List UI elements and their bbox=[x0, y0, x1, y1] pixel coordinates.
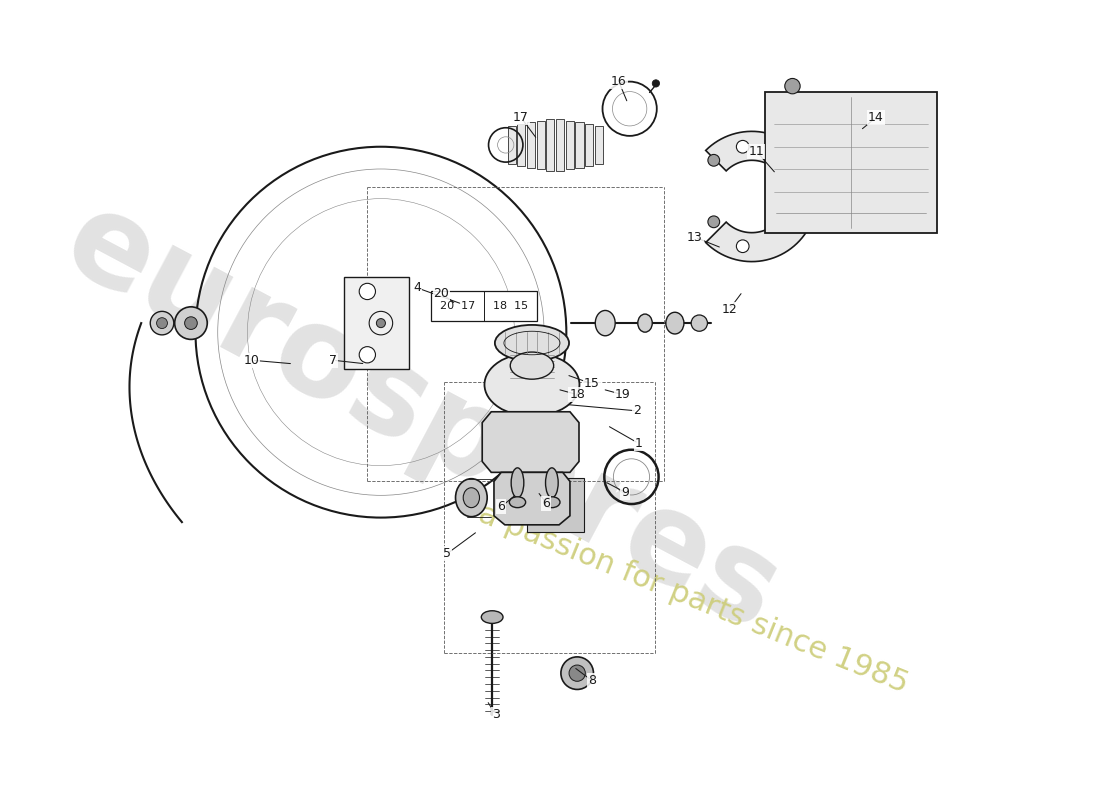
Text: 15: 15 bbox=[584, 378, 600, 390]
Circle shape bbox=[736, 240, 749, 253]
Ellipse shape bbox=[546, 468, 558, 498]
Text: 4: 4 bbox=[414, 282, 421, 294]
Text: 5: 5 bbox=[443, 547, 451, 560]
Bar bbox=[507, 126, 516, 164]
Text: 19: 19 bbox=[615, 388, 630, 401]
Circle shape bbox=[175, 307, 207, 339]
Circle shape bbox=[569, 665, 585, 682]
Circle shape bbox=[736, 141, 749, 153]
Circle shape bbox=[691, 315, 707, 331]
Circle shape bbox=[652, 80, 660, 87]
Ellipse shape bbox=[595, 310, 615, 336]
Text: 9: 9 bbox=[621, 486, 629, 498]
Bar bbox=[547, 118, 554, 171]
Text: 6: 6 bbox=[542, 497, 550, 510]
Text: 14: 14 bbox=[868, 111, 883, 124]
Text: 20: 20 bbox=[433, 286, 450, 300]
Bar bbox=[527, 478, 583, 532]
Text: 8: 8 bbox=[587, 674, 596, 687]
Circle shape bbox=[561, 657, 594, 690]
Polygon shape bbox=[706, 131, 817, 262]
Bar bbox=[556, 118, 564, 171]
Text: 1: 1 bbox=[635, 437, 642, 450]
Ellipse shape bbox=[482, 610, 503, 623]
Text: 3: 3 bbox=[492, 708, 499, 722]
Circle shape bbox=[360, 346, 375, 363]
Bar bbox=[431, 290, 538, 322]
Ellipse shape bbox=[455, 478, 487, 517]
Text: 10: 10 bbox=[243, 354, 260, 366]
Text: 13: 13 bbox=[686, 230, 703, 244]
Bar bbox=[565, 121, 574, 170]
Ellipse shape bbox=[484, 353, 580, 416]
Bar bbox=[344, 277, 409, 370]
Ellipse shape bbox=[638, 314, 652, 332]
Circle shape bbox=[376, 318, 385, 328]
Polygon shape bbox=[482, 412, 579, 472]
Circle shape bbox=[151, 311, 174, 335]
Ellipse shape bbox=[463, 488, 480, 508]
Text: 18  15: 18 15 bbox=[493, 301, 528, 311]
Ellipse shape bbox=[512, 468, 524, 498]
Text: 6: 6 bbox=[497, 500, 505, 514]
Bar bbox=[585, 124, 593, 166]
Circle shape bbox=[784, 78, 800, 94]
Circle shape bbox=[185, 317, 197, 330]
Bar bbox=[517, 124, 526, 166]
Ellipse shape bbox=[543, 497, 560, 508]
Bar bbox=[595, 126, 603, 164]
Bar bbox=[766, 93, 937, 233]
Text: 7: 7 bbox=[329, 354, 337, 366]
Text: 16: 16 bbox=[610, 75, 627, 88]
Ellipse shape bbox=[509, 497, 526, 508]
Circle shape bbox=[156, 318, 167, 329]
Text: 17: 17 bbox=[514, 111, 529, 124]
Ellipse shape bbox=[495, 325, 569, 361]
Text: 20  17: 20 17 bbox=[440, 301, 475, 311]
Circle shape bbox=[708, 216, 719, 228]
Text: 2: 2 bbox=[632, 404, 641, 418]
Bar bbox=[537, 121, 544, 170]
Text: eurospares: eurospares bbox=[44, 179, 799, 657]
Text: a passion for parts since 1985: a passion for parts since 1985 bbox=[474, 499, 912, 699]
Text: 11: 11 bbox=[748, 145, 764, 158]
Bar bbox=[527, 122, 535, 167]
Polygon shape bbox=[494, 472, 570, 525]
Bar bbox=[575, 122, 583, 167]
Circle shape bbox=[360, 283, 375, 299]
Ellipse shape bbox=[510, 352, 553, 379]
Ellipse shape bbox=[666, 312, 684, 334]
Text: 18: 18 bbox=[569, 388, 585, 401]
Text: 12: 12 bbox=[722, 303, 737, 316]
Circle shape bbox=[708, 154, 719, 166]
